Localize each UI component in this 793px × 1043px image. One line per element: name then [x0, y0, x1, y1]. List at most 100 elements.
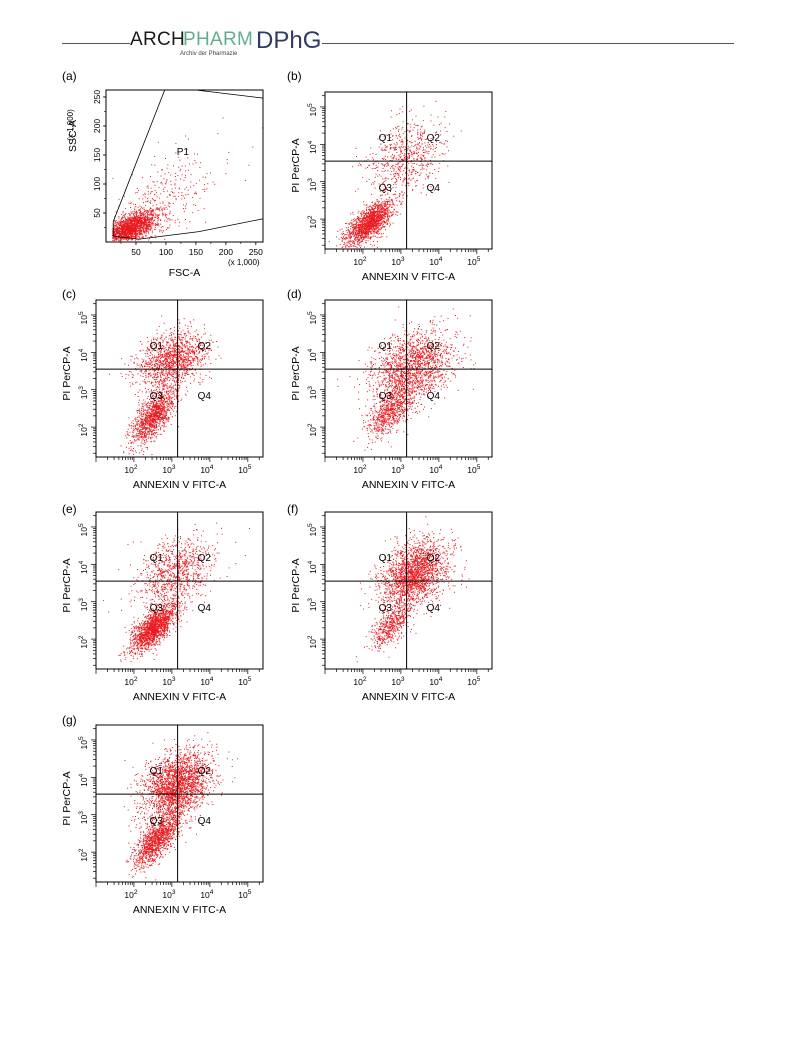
scatter-point — [353, 218, 355, 220]
scatter-point — [145, 410, 147, 412]
scatter-point — [137, 217, 139, 219]
scatter-point — [138, 423, 140, 425]
scatter-point — [141, 436, 143, 438]
scatter-point — [377, 209, 379, 211]
scatter-point — [357, 231, 359, 233]
scatter-point — [145, 229, 147, 231]
scatter-point — [127, 216, 129, 218]
scatter-point — [138, 225, 140, 227]
scatter-point — [374, 218, 376, 220]
scatter-point — [387, 208, 388, 210]
scatter-point — [146, 226, 147, 228]
scatter-point — [385, 208, 387, 210]
scatter-point — [362, 226, 364, 228]
scatter-point — [348, 232, 350, 234]
scatter-point — [433, 124, 435, 126]
scatter-point — [383, 215, 385, 217]
scatter-point — [384, 216, 386, 218]
scatter-point — [166, 196, 168, 198]
scatter-point — [176, 395, 177, 397]
scatter-point — [368, 224, 370, 226]
scatter-point — [140, 412, 142, 414]
scatter-point — [393, 170, 395, 172]
scatter-point — [357, 218, 358, 220]
scatter-point — [156, 393, 158, 395]
scatter-point — [399, 201, 401, 203]
scatter-point — [436, 131, 438, 133]
scatter-point — [169, 218, 171, 220]
scatter-point — [176, 394, 178, 396]
scatter-point — [380, 194, 382, 196]
scatter-point — [140, 222, 142, 224]
scatter-point — [385, 212, 386, 214]
y-tick-label: 50 — [92, 208, 102, 218]
scatter-point — [409, 146, 411, 148]
scatter-point — [400, 170, 402, 172]
scatter-point — [155, 407, 157, 409]
scatter-point — [446, 131, 448, 132]
scatter-point — [167, 393, 169, 395]
scatter-point — [356, 230, 358, 232]
scatter-point — [140, 220, 142, 222]
scatter-point — [145, 421, 147, 423]
scatter-point — [127, 230, 129, 232]
scatter-point — [357, 240, 358, 242]
scatter-point — [376, 215, 378, 217]
scatter-point — [128, 425, 130, 427]
scatter-point — [366, 222, 368, 224]
scatter-point — [379, 195, 381, 197]
scatter-point — [174, 183, 176, 185]
scatter-point — [138, 222, 140, 224]
scatter-point — [150, 418, 152, 420]
scatter-point — [132, 226, 134, 228]
scatter-point — [157, 434, 159, 436]
scatter-point — [390, 146, 392, 148]
scatter-point — [371, 202, 373, 203]
scatter-point — [173, 372, 175, 374]
scatter-point — [166, 397, 168, 399]
scatter-point — [387, 202, 388, 204]
scatter-point — [141, 403, 143, 405]
scatter-point — [380, 149, 382, 151]
scatter-point — [116, 228, 118, 230]
scatter-point — [369, 223, 370, 225]
scatter-point — [115, 224, 117, 226]
scatter-point — [347, 241, 349, 243]
scatter-point — [375, 207, 377, 209]
scatter-point — [123, 224, 125, 226]
scatter-point — [378, 201, 380, 203]
scatter-point — [143, 219, 145, 221]
scatter-point — [149, 418, 151, 420]
scatter-point — [164, 408, 166, 410]
y-tick-label: 103 — [307, 178, 318, 191]
scatter-point — [131, 232, 133, 234]
scatter-point — [353, 229, 355, 231]
scatter-point — [399, 156, 401, 158]
scatter-point — [417, 129, 419, 131]
scatter-point — [185, 203, 187, 205]
scatter-point — [175, 389, 177, 391]
scatter-point — [163, 403, 165, 405]
scatter-point — [415, 124, 417, 126]
scatter-point — [416, 180, 418, 182]
scatter-point — [366, 181, 368, 182]
scatter-point — [142, 236, 144, 238]
scatter-point — [435, 144, 437, 146]
scatter-point — [395, 173, 397, 174]
scatter-point — [386, 216, 388, 218]
scatter-point — [133, 217, 135, 219]
scatter-point — [163, 424, 165, 426]
scatter-point — [386, 214, 388, 216]
scatter-point — [354, 226, 355, 228]
scatter-point — [149, 224, 151, 225]
scatter-point — [402, 163, 404, 165]
scatter-point — [407, 123, 409, 125]
scatter-point — [141, 227, 143, 229]
scatter-point — [135, 234, 137, 236]
scatter-point — [143, 215, 145, 216]
scatter-point — [339, 229, 341, 231]
scatter-point — [148, 221, 150, 222]
scatter-point — [137, 428, 139, 430]
scatter-point — [130, 232, 132, 234]
scatter-point — [134, 226, 136, 228]
